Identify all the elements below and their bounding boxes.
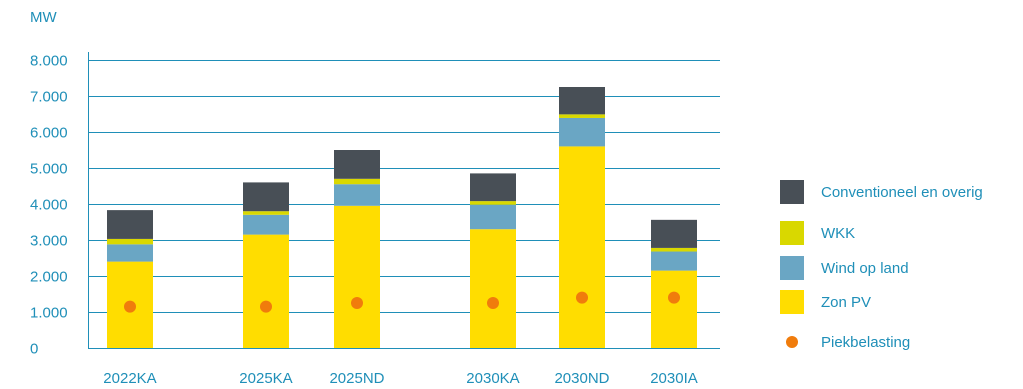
y-tick-label-6000: 6.000 <box>30 125 68 142</box>
bar-segment-2025ND-wind-op-land <box>334 184 380 206</box>
y-tick-label-8000: 8.000 <box>30 53 68 70</box>
y-tick-label-4000: 4.000 <box>30 197 68 214</box>
bar-segment-2025ND-wkk <box>334 178 380 185</box>
x-label-2030KA: 2030KA <box>466 370 519 387</box>
bar-segment-2025ND-zon-pv <box>334 205 380 348</box>
bar-segment-2030KA-zon-pv <box>470 229 516 348</box>
y-tick-label-7000: 7.000 <box>30 89 68 106</box>
bar-segment-2030ND-conventioneel-en-overig <box>559 87 605 115</box>
y-tick-label-0: 0 <box>30 341 38 358</box>
bar-segment-2025KA-wkk <box>243 211 289 215</box>
gridlines <box>88 52 720 349</box>
legend-label-zon-pv: Zon PV <box>821 294 871 311</box>
bar-segment-2022KA-conventioneel-en-overig <box>107 210 153 239</box>
x-category-labels: 2022KA 2025KA 2025ND 2030KA 2030ND 2030IA <box>103 370 697 387</box>
peak-marker-2030KA <box>487 297 499 309</box>
legend-label-conventioneel-en-overig: Conventioneel en overig <box>821 184 983 201</box>
y-tick-label-2000: 2.000 <box>30 269 68 286</box>
y-tick-label-1000: 1.000 <box>30 305 68 322</box>
bar-segment-2022KA-wkk <box>107 238 153 245</box>
y-tick-labels: 0 1.000 2.000 3.000 4.000 5.000 6.000 7.000 8.00… <box>30 53 68 358</box>
legend-swatch-wind-op-land <box>780 256 804 280</box>
peak-marker-2030IA <box>668 291 680 304</box>
x-label-2022KA: 2022KA <box>103 370 156 387</box>
bars <box>107 87 697 348</box>
bar-segment-2030KA-conventioneel-en-overig <box>470 173 516 202</box>
y-tick-label-3000: 3.000 <box>30 233 68 250</box>
legend-marker-piekbelasting <box>786 336 798 348</box>
bar-segment-2030ND-wind-op-land <box>559 117 605 147</box>
x-label-2025KA: 2025KA <box>239 370 292 387</box>
bar-segment-2030IA-conventioneel-en-overig <box>651 219 697 248</box>
legend-label-wkk: WKK <box>821 225 855 242</box>
legend-swatch-wkk <box>780 221 804 245</box>
bar-segment-2030IA-zon-pv <box>651 270 697 348</box>
legend-swatch-zon-pv <box>780 290 804 314</box>
bar-segment-2030ND-zon-pv <box>559 146 605 348</box>
peak-markers <box>124 291 680 313</box>
bar-segment-2025KA-wind-op-land <box>243 214 289 235</box>
legend-swatch-conventioneel-en-overig <box>780 180 804 204</box>
y-axis-unit-label: MW <box>30 9 57 26</box>
legend-label-wind-op-land: Wind op land <box>821 260 909 277</box>
x-label-2030ND: 2030ND <box>554 370 609 387</box>
bar-segment-2030KA-wind-op-land <box>470 204 516 230</box>
x-label-2025ND: 2025ND <box>329 370 384 387</box>
legend: Conventioneel en overig WKK Wind op land Zo… <box>780 180 983 351</box>
bar-segment-2030ND-wkk <box>559 114 605 118</box>
legend-label-piekbelasting: Piekbelasting <box>821 334 910 351</box>
bar-segment-2025ND-conventioneel-en-overig <box>334 150 380 179</box>
bar-segment-2022KA-wind-op-land <box>107 244 153 262</box>
peak-marker-2025KA <box>260 300 272 313</box>
peak-marker-2025ND <box>351 297 363 309</box>
bar-segment-2030IA-wind-op-land <box>651 251 697 271</box>
bar-segment-2025KA-conventioneel-en-overig <box>243 182 289 212</box>
bar-segment-2025KA-zon-pv <box>243 234 289 348</box>
y-tick-label-5000: 5.000 <box>30 161 68 178</box>
peak-marker-2030ND <box>576 291 588 304</box>
x-label-2030IA: 2030IA <box>650 370 698 387</box>
peak-marker-2022KA <box>124 300 136 313</box>
bar-segment-2030KA-wkk <box>470 201 516 205</box>
bar-segment-2030IA-wkk <box>651 247 697 252</box>
